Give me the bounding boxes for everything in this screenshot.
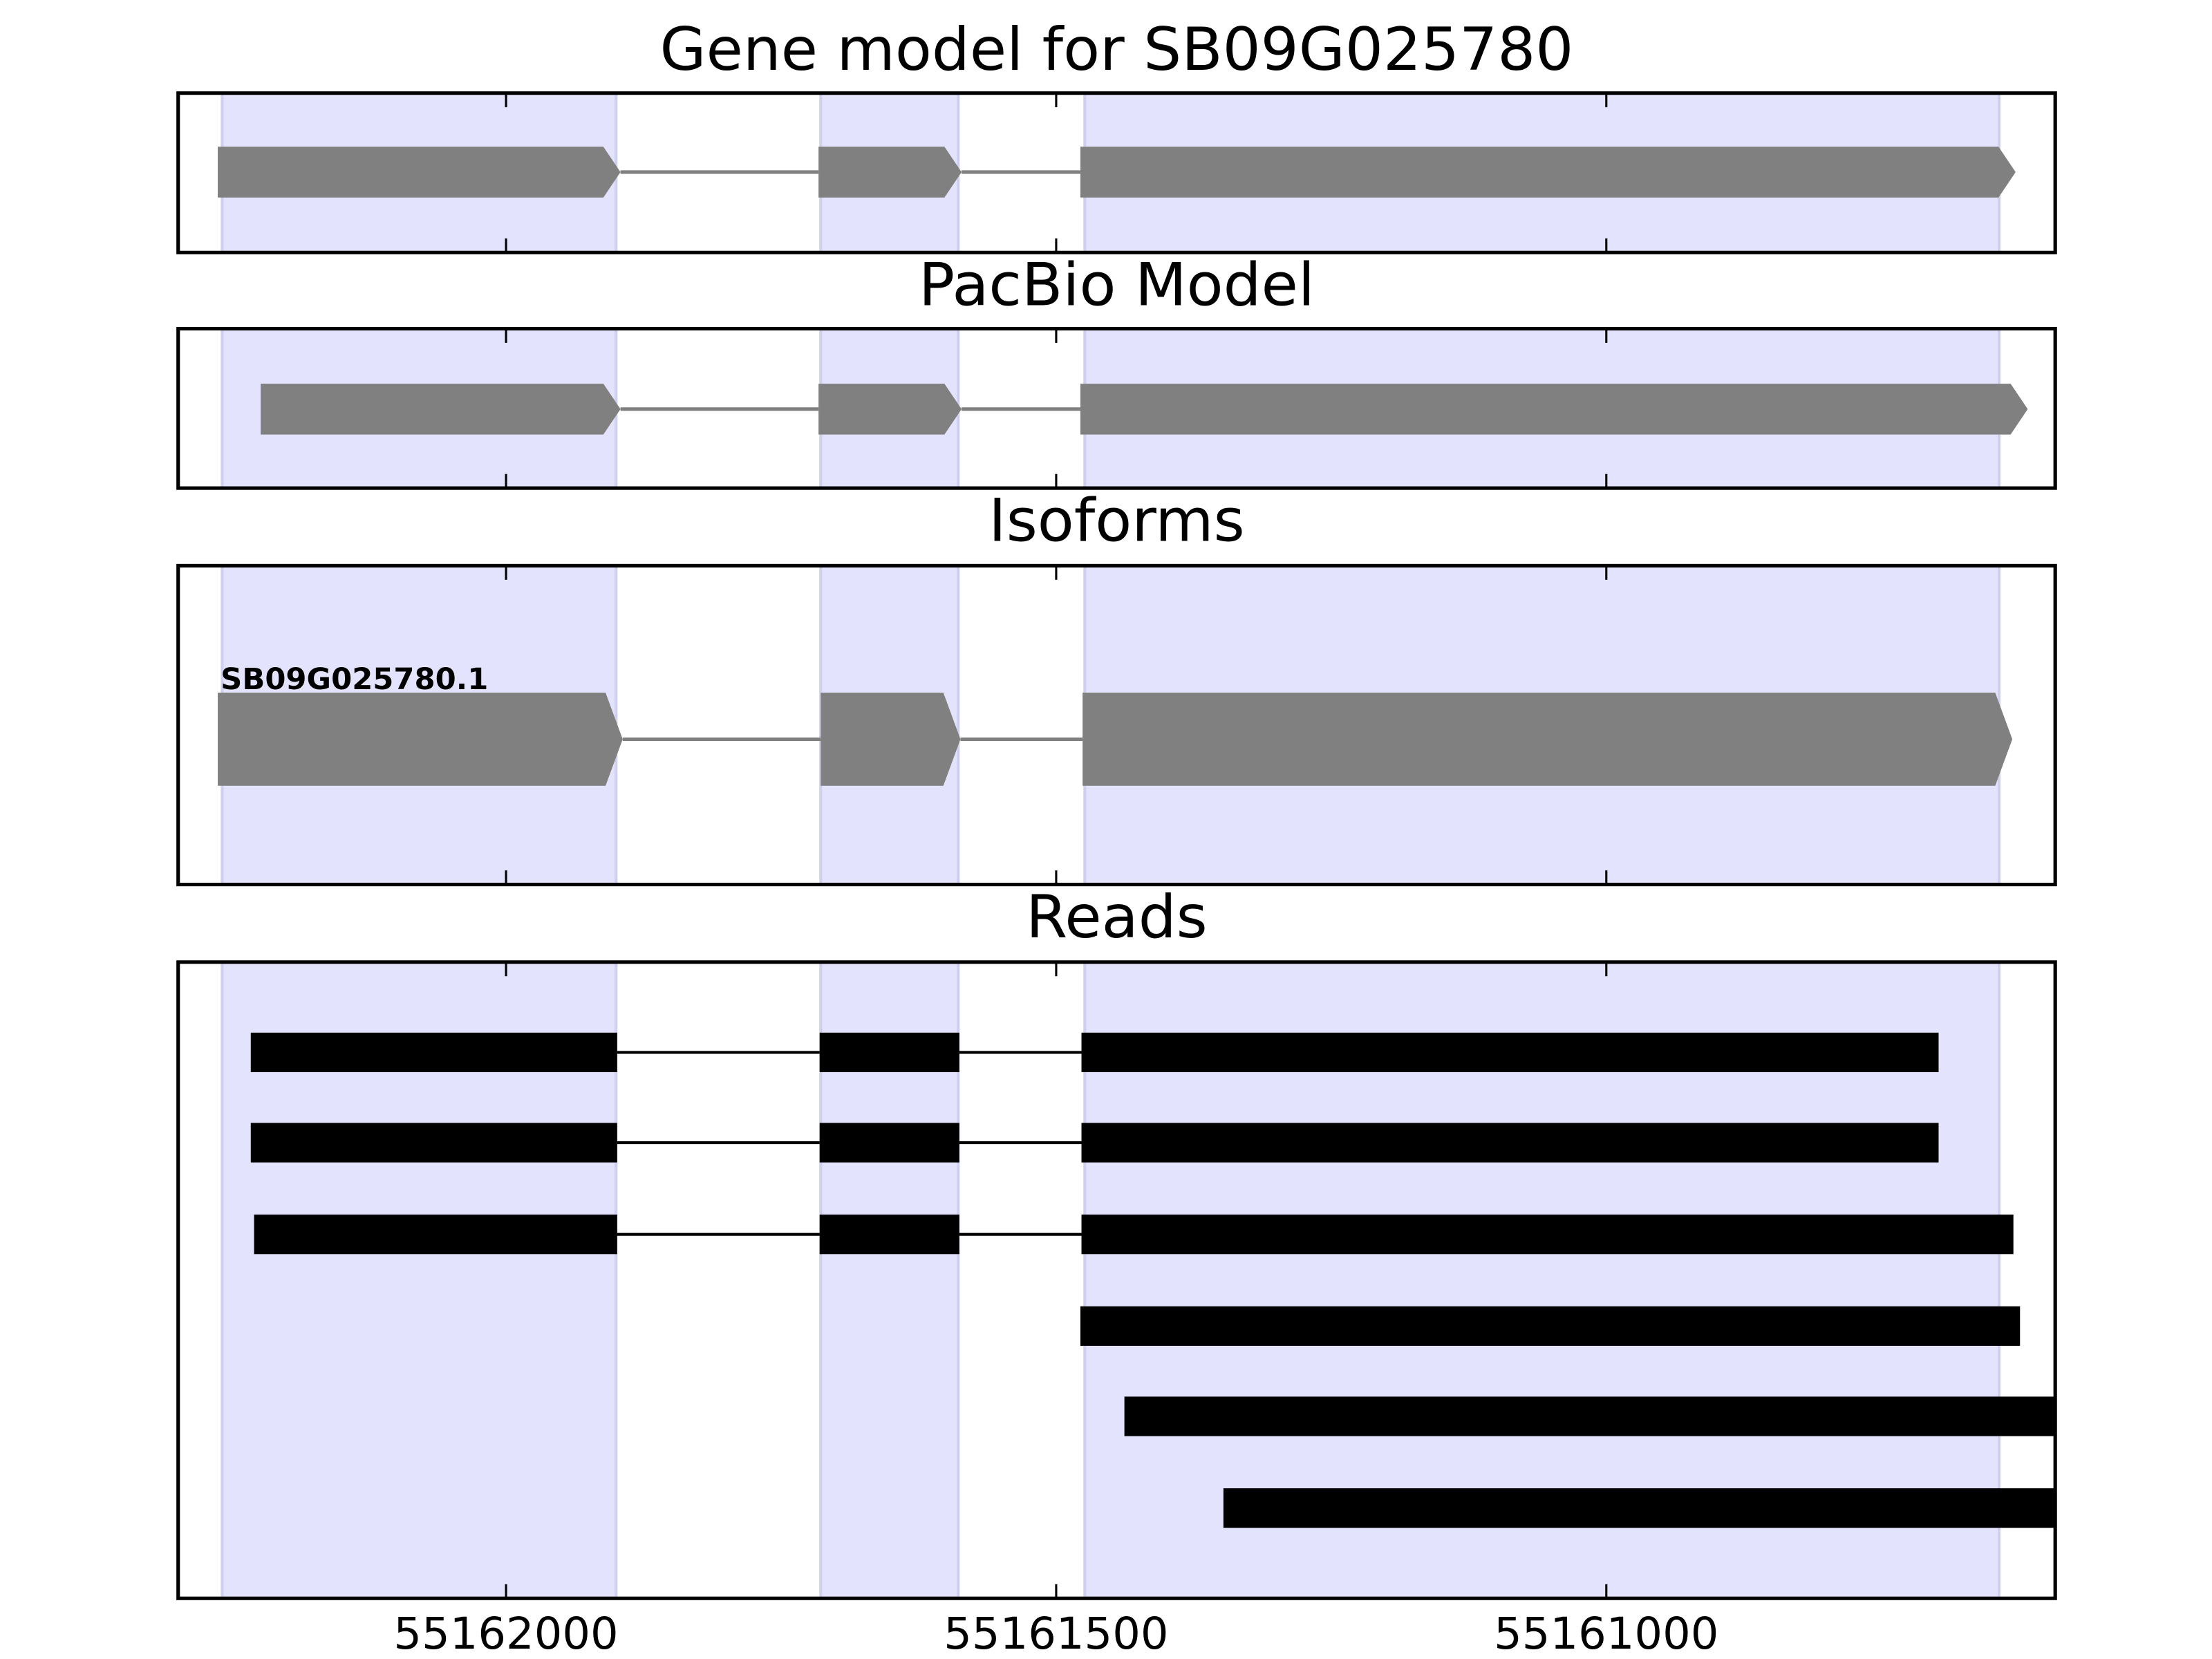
exon bbox=[218, 693, 623, 786]
exon bbox=[1081, 1215, 2014, 1255]
panel-title: Gene model for SB09G025780 bbox=[660, 15, 1574, 84]
exon bbox=[261, 384, 621, 435]
exon bbox=[819, 1215, 959, 1255]
exon bbox=[1080, 147, 2016, 198]
exon bbox=[819, 1123, 959, 1163]
exon bbox=[250, 1032, 617, 1073]
exon bbox=[819, 1032, 959, 1073]
exon bbox=[1081, 1032, 1939, 1073]
panel-title: Isoforms bbox=[988, 487, 1245, 556]
panel-frame bbox=[176, 326, 2057, 490]
x-tick-label: 55161000 bbox=[1494, 1608, 1718, 1659]
exon bbox=[818, 384, 962, 435]
exon bbox=[1080, 384, 2028, 435]
panel-title: PacBio Model bbox=[919, 251, 1315, 320]
exon bbox=[1223, 1488, 2056, 1528]
exon bbox=[254, 1215, 617, 1255]
isoform-label: SB09G025780.1 bbox=[221, 662, 488, 697]
panel bbox=[221, 962, 2056, 1599]
panel-title: Reads bbox=[1026, 883, 1208, 952]
panel bbox=[218, 93, 2016, 253]
exon bbox=[218, 147, 621, 198]
exon bbox=[821, 693, 961, 786]
exon bbox=[1124, 1396, 2056, 1436]
exon bbox=[1081, 1123, 1939, 1163]
panel-frame bbox=[176, 960, 2057, 1600]
panel bbox=[218, 565, 2013, 885]
x-tick-label: 55162000 bbox=[393, 1608, 618, 1659]
exon bbox=[250, 1123, 617, 1163]
exon bbox=[1082, 693, 2013, 786]
exon bbox=[818, 147, 962, 198]
panel-frame bbox=[176, 91, 2057, 254]
exon bbox=[1080, 1306, 2021, 1346]
panel bbox=[221, 328, 2028, 489]
panel-frame bbox=[176, 563, 2057, 887]
x-tick-label: 55161500 bbox=[944, 1608, 1168, 1659]
